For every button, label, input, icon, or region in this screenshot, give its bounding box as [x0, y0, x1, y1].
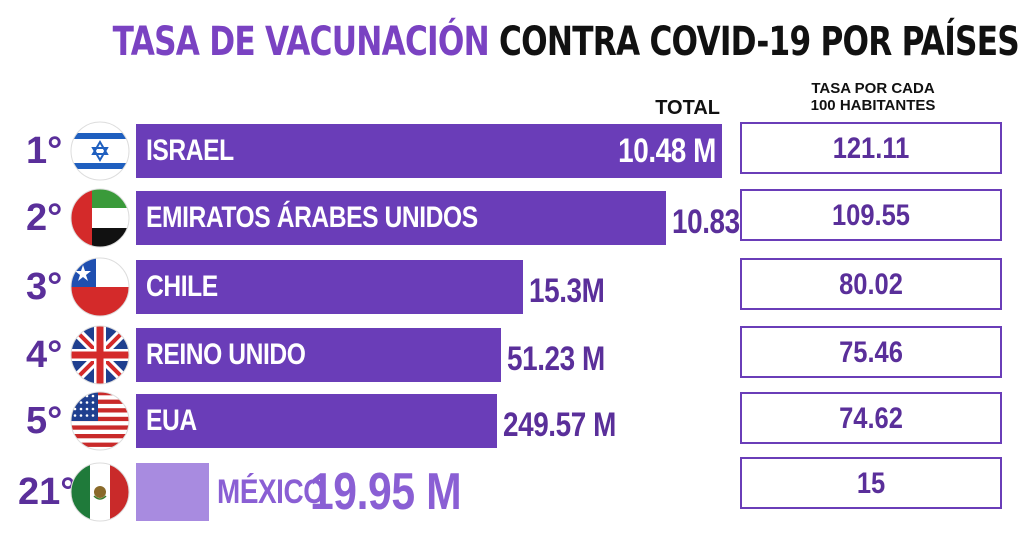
- country-label: REINO UNIDO: [146, 338, 306, 371]
- total-label: 249.57 M: [503, 406, 617, 444]
- rate-box: 80.02: [740, 258, 1002, 310]
- title-highlight: TASA DE VACUNACIÓN: [112, 19, 490, 65]
- bar: [136, 124, 722, 178]
- rate-header-line2: 100 HABITANTES: [810, 97, 936, 114]
- bar: [136, 463, 209, 521]
- total-header: TOTAL: [655, 97, 720, 119]
- rate-box: 75.46: [740, 326, 1002, 378]
- bar: [136, 260, 524, 314]
- uae-flag-icon: [70, 188, 130, 248]
- rate-box: 15: [740, 457, 1002, 509]
- rate-box: 109.55: [740, 189, 1002, 241]
- rank-label: 4°: [26, 334, 63, 376]
- total-label: 10.48 M: [618, 132, 716, 170]
- bar: [136, 394, 498, 448]
- rate-value: 80.02: [839, 268, 903, 301]
- chile-flag-icon: [70, 257, 130, 317]
- country-label: EMIRATOS ÁRABES UNIDOS: [146, 201, 478, 234]
- rate-value: 74.62: [839, 402, 903, 435]
- rate-box: 74.62: [740, 392, 1002, 444]
- rank-label: 21°: [18, 471, 76, 513]
- rate-box: 121.11: [740, 122, 1002, 174]
- rank-label: 5°: [26, 400, 63, 442]
- total-label: 15.3M: [529, 272, 605, 310]
- uk-flag-icon: [70, 325, 130, 385]
- rank-label: 1°: [26, 130, 63, 172]
- total-label: 51.23 M: [507, 340, 605, 378]
- country-label: CHILE: [146, 270, 218, 303]
- usa-flag-icon: [70, 391, 130, 451]
- mexico-flag-icon: [70, 462, 130, 522]
- rate-value: 75.46: [839, 336, 903, 369]
- country-label: ISRAEL: [146, 134, 234, 167]
- total-label: 19.95 M: [310, 463, 462, 521]
- rate-value: 15: [856, 467, 886, 500]
- chart-title: TASA DE VACUNACIÓN CONTRA COVID-19 POR P…: [112, 18, 1020, 66]
- rate-value: 121.11: [832, 132, 910, 165]
- rank-label: 3°: [26, 266, 63, 308]
- bar: [136, 191, 667, 245]
- israel-flag-icon: [70, 121, 130, 181]
- rate-header: TASA POR CADA 100 HABITANTES: [790, 80, 956, 114]
- rate-header-line1: TASA POR CADA: [811, 80, 935, 97]
- bar: [136, 328, 502, 382]
- rank-label: 2°: [26, 197, 63, 239]
- title-rest: CONTRA COVID-19 POR PAÍSES: [499, 19, 1020, 65]
- country-label: EUA: [146, 404, 197, 437]
- rate-value: 109.55: [831, 199, 910, 232]
- country-label: MÉXICO: [216, 473, 325, 511]
